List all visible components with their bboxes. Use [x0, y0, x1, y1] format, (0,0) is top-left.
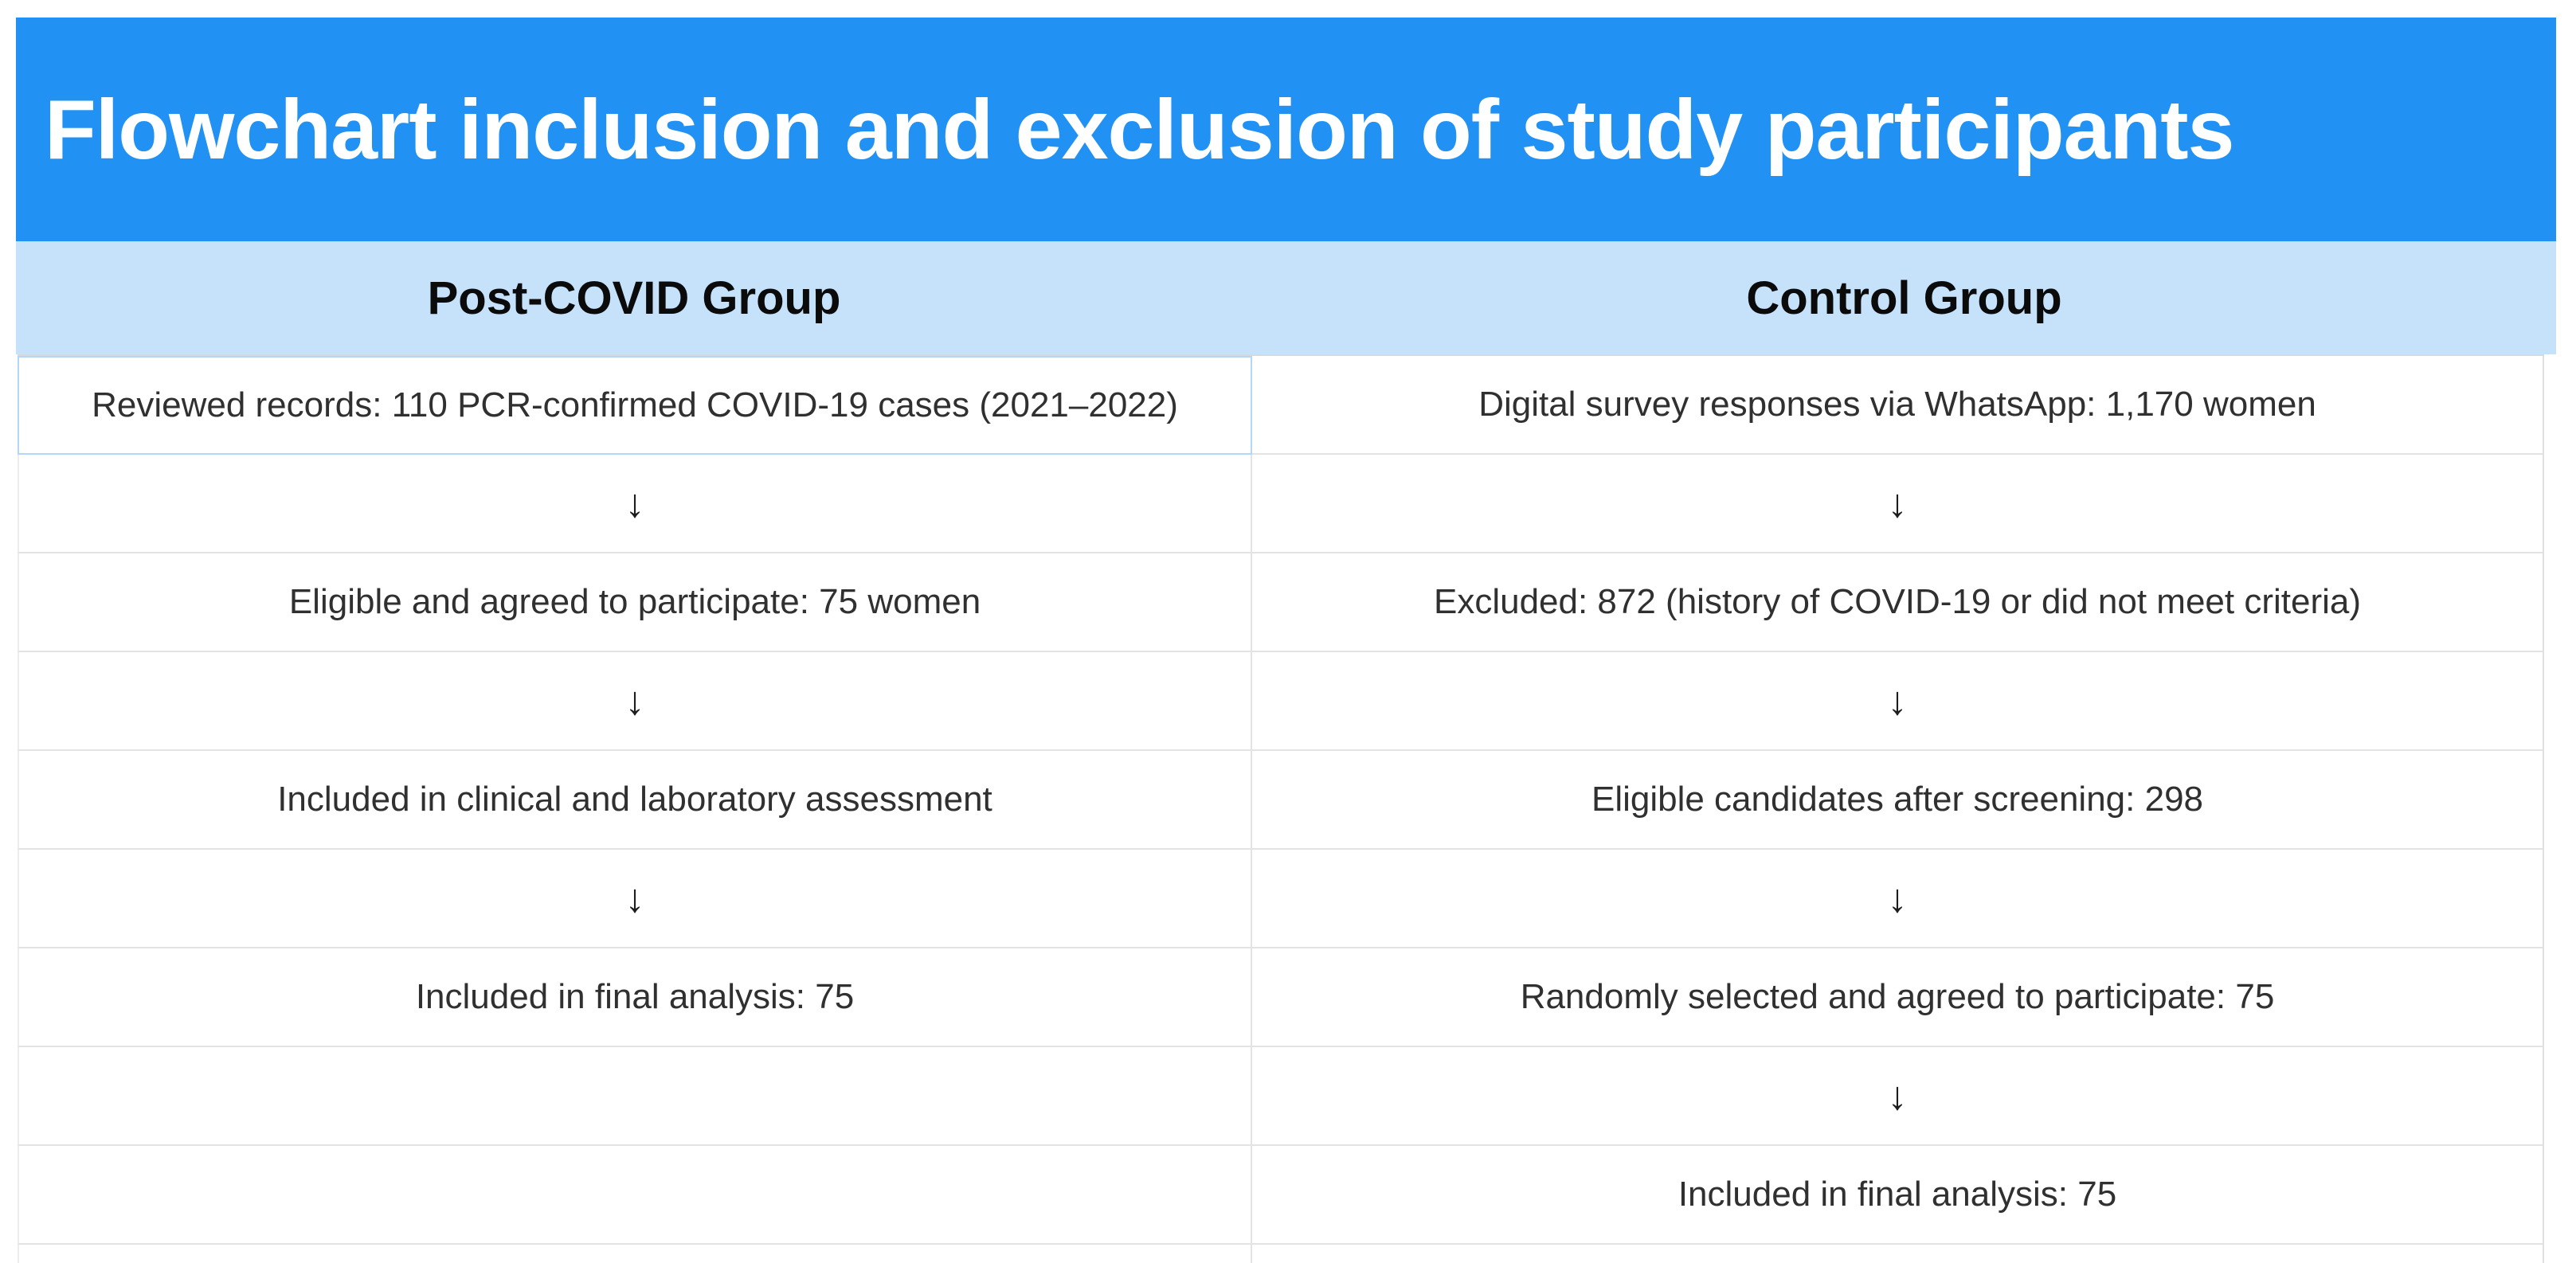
table-row: ↓ — [18, 1047, 2544, 1146]
table-row: ↓ ↓ — [18, 652, 2544, 751]
flow-cell-right — [1252, 1245, 2544, 1263]
down-arrow-icon: ↓ — [1252, 850, 2544, 948]
flow-cell-right: Eligible candidates after screening: 298 — [1252, 751, 2544, 850]
group-header-control: Control Group — [1746, 272, 2062, 324]
page-title: Flowchart inclusion and exclusion of stu… — [45, 82, 2235, 177]
table-row — [18, 1245, 2544, 1263]
flow-cell-left: Included in clinical and laboratory asse… — [18, 751, 1252, 850]
table-row: Included in final analysis: 75 Randomly … — [18, 948, 2544, 1047]
table-row: ↓ ↓ — [18, 455, 2544, 553]
down-arrow-icon: ↓ — [18, 455, 1252, 553]
flow-cell-right: Randomly selected and agreed to particip… — [1252, 948, 2544, 1047]
flow-cell-right: Included in final analysis: 75 — [1252, 1146, 2544, 1245]
down-arrow-icon: ↓ — [18, 850, 1252, 948]
table-row: Included in clinical and laboratory asse… — [18, 751, 2544, 850]
down-arrow-icon: ↓ — [1252, 1047, 2544, 1146]
table-row: Included in final analysis: 75 — [18, 1146, 2544, 1245]
down-arrow-icon: ↓ — [1252, 455, 2544, 553]
flow-cell-right: Excluded: 872 (history of COVID-19 or di… — [1252, 553, 2544, 652]
down-arrow-icon: ↓ — [1252, 652, 2544, 751]
flow-cell-left: Eligible and agreed to participate: 75 w… — [18, 553, 1252, 652]
group-header-row: Post-COVID Group Control Group — [16, 241, 2556, 354]
table-row: Reviewed records: 110 PCR-confirmed COVI… — [18, 356, 2544, 455]
flow-cell-left: Reviewed records: 110 PCR-confirmed COVI… — [18, 356, 1252, 455]
flow-cell-left — [18, 1245, 1252, 1263]
down-arrow-icon: ↓ — [18, 652, 1252, 751]
table-row: Eligible and agreed to participate: 75 w… — [18, 553, 2544, 652]
table-row: ↓ ↓ — [18, 850, 2544, 948]
flow-table: Reviewed records: 110 PCR-confirmed COVI… — [18, 354, 2544, 1263]
flow-cell-left — [18, 1047, 1252, 1146]
flow-cell-left: Included in final analysis: 75 — [18, 948, 1252, 1047]
flow-cell-right: Digital survey responses via WhatsApp: 1… — [1252, 356, 2544, 455]
flow-cell-left — [18, 1146, 1252, 1245]
group-header-post-covid: Post-COVID Group — [427, 272, 841, 324]
title-banner: Flowchart inclusion and exclusion of stu… — [16, 18, 2556, 241]
